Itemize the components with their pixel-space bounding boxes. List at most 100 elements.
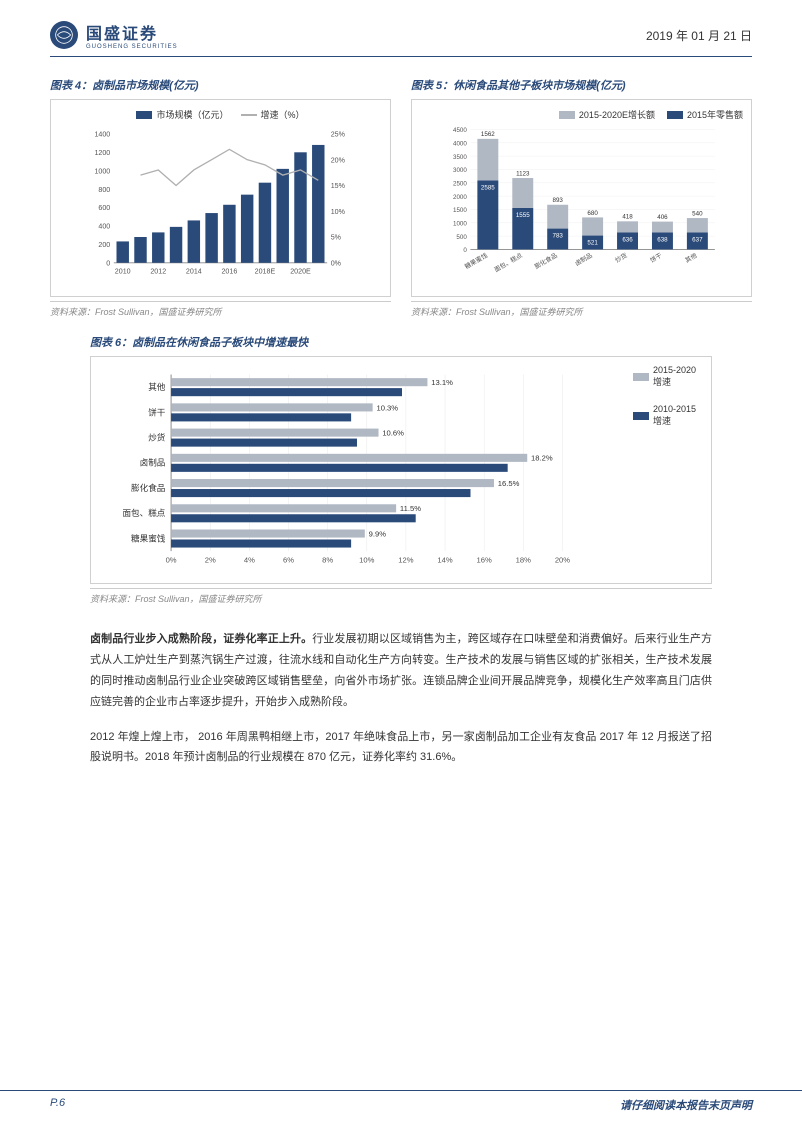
- logo-icon: [50, 21, 78, 49]
- svg-text:15%: 15%: [331, 182, 346, 190]
- svg-text:18%: 18%: [516, 556, 531, 565]
- svg-text:其他: 其他: [148, 381, 166, 392]
- chart4-svg: 0 200 400 600 800 1000 1200 1400 0% 5% 10% 15% 20% 25…: [59, 125, 382, 285]
- svg-text:20%: 20%: [331, 156, 346, 164]
- svg-text:893: 893: [552, 197, 563, 204]
- svg-text:0%: 0%: [331, 259, 342, 267]
- svg-text:10%: 10%: [331, 208, 346, 216]
- svg-text:20%: 20%: [555, 556, 570, 565]
- page-footer: P.6 请仔细阅读本报告末页声明: [0, 1090, 802, 1113]
- svg-text:25%: 25%: [331, 131, 346, 139]
- svg-text:卤制品: 卤制品: [140, 457, 166, 468]
- svg-text:糖果蜜饯: 糖果蜜饯: [463, 251, 489, 270]
- svg-text:2010: 2010: [115, 267, 131, 275]
- svg-text:12%: 12%: [398, 556, 413, 565]
- chart6-svg: 0%2%4%6%8%10%12%14%16%18%20%其他13.1%饼干10.…: [99, 365, 625, 575]
- svg-text:3000: 3000: [453, 167, 467, 174]
- svg-text:2014: 2014: [186, 267, 202, 275]
- svg-text:1555: 1555: [516, 212, 530, 219]
- chart5-svg: 0500100015002000250030003500400045002585…: [420, 125, 743, 285]
- svg-text:4%: 4%: [244, 556, 255, 565]
- report-date: 2019 年 01 月 21 日: [646, 27, 752, 44]
- page-header: 国盛证券 GUOSHENG SECURITIES 2019 年 01 月 21 …: [50, 20, 752, 57]
- svg-text:637: 637: [692, 236, 703, 243]
- svg-text:600: 600: [98, 204, 110, 212]
- svg-text:9.9%: 9.9%: [369, 529, 387, 538]
- svg-text:饼干: 饼干: [148, 406, 166, 417]
- svg-text:10.6%: 10.6%: [382, 428, 404, 437]
- svg-text:2020E: 2020E: [290, 267, 311, 275]
- p2-text: 2012 年煌上煌上市， 2016 年周黑鸭相继上市，2017 年绝味食品上市，…: [90, 727, 712, 769]
- svg-text:糖果蜜饯: 糖果蜜饯: [131, 532, 166, 543]
- svg-text:2018E: 2018E: [255, 267, 276, 275]
- svg-text:16%: 16%: [477, 556, 492, 565]
- chart6-source: 资料来源：Frost Sullivan，国盛证券研究所: [90, 588, 712, 605]
- svg-text:0%: 0%: [166, 556, 177, 565]
- svg-text:2%: 2%: [205, 556, 216, 565]
- page-number: P.6: [50, 1097, 65, 1113]
- svg-text:18.2%: 18.2%: [531, 454, 553, 463]
- svg-text:1200: 1200: [94, 149, 110, 157]
- svg-text:400: 400: [98, 223, 110, 231]
- svg-text:面包、糕点: 面包、糕点: [122, 507, 165, 518]
- svg-text:5%: 5%: [331, 234, 342, 242]
- svg-text:炒货: 炒货: [614, 251, 629, 264]
- svg-text:膨化食品: 膨化食品: [131, 482, 165, 493]
- chart4-title: 图表 4：卤制品市场规模(亿元): [50, 77, 391, 93]
- chart5-title: 图表 5：休闲食品其他子板块市场规模(亿元): [411, 77, 752, 93]
- svg-text:2500: 2500: [453, 180, 467, 187]
- svg-text:13.1%: 13.1%: [431, 378, 453, 387]
- svg-text:饼干: 饼干: [649, 251, 664, 264]
- svg-text:11.5%: 11.5%: [400, 504, 421, 513]
- svg-text:卤制品: 卤制品: [573, 251, 593, 267]
- svg-text:0: 0: [463, 247, 467, 254]
- svg-text:636: 636: [622, 236, 633, 243]
- svg-text:8%: 8%: [322, 556, 333, 565]
- svg-text:3500: 3500: [453, 154, 467, 161]
- svg-text:2585: 2585: [481, 184, 495, 191]
- svg-text:4500: 4500: [453, 127, 467, 134]
- svg-text:800: 800: [98, 186, 110, 194]
- svg-text:500: 500: [456, 234, 467, 241]
- chart5-legend-sales: 2015年零售额: [687, 108, 743, 121]
- svg-text:2016: 2016: [221, 267, 237, 275]
- svg-text:200: 200: [98, 241, 110, 249]
- svg-text:1400: 1400: [94, 131, 110, 139]
- logo: 国盛证券 GUOSHENG SECURITIES: [50, 20, 178, 50]
- svg-text:16.5%: 16.5%: [498, 479, 520, 488]
- svg-text:1123: 1123: [516, 170, 530, 177]
- svg-text:540: 540: [692, 210, 703, 217]
- chart6-box: 0%2%4%6%8%10%12%14%16%18%20%其他13.1%饼干10.…: [90, 356, 712, 584]
- chart5-legend-growth: 2015-2020E增长额: [579, 108, 655, 121]
- svg-text:0: 0: [106, 259, 110, 267]
- svg-text:膨化食品: 膨化食品: [533, 251, 559, 270]
- svg-text:1000: 1000: [453, 220, 467, 227]
- body-text: 卤制品行业步入成熟阶段，证券化率正上升。行业发展初期以区域销售为主，跨区域存在口…: [90, 629, 712, 768]
- svg-text:1000: 1000: [94, 167, 110, 175]
- chart4-source: 资料来源：Frost Sullivan，国盛证券研究所: [50, 301, 391, 318]
- svg-text:418: 418: [622, 214, 633, 221]
- footer-disclaimer: 请仔细阅读本报告末页声明: [620, 1097, 752, 1113]
- svg-text:4000: 4000: [453, 140, 467, 147]
- logo-title: 国盛证券: [86, 20, 178, 44]
- svg-text:10%: 10%: [359, 556, 374, 565]
- svg-text:1500: 1500: [453, 207, 467, 214]
- svg-text:1562: 1562: [481, 131, 495, 138]
- chart5-box: 2015-2020E增长额 2015年零售额 05001000150020002…: [411, 99, 752, 297]
- svg-text:783: 783: [552, 232, 563, 239]
- chart6-title: 图表 6：卤制品在休闲食品子板块中增速最快: [90, 334, 712, 350]
- svg-text:2012: 2012: [150, 267, 166, 275]
- svg-text:638: 638: [657, 236, 668, 243]
- chart4-legend-bar: 市场规模（亿元）: [156, 108, 228, 121]
- chart4-legend-line: 增速（%）: [261, 108, 305, 121]
- svg-text:面包、糕点: 面包、糕点: [493, 251, 524, 273]
- svg-text:其他: 其他: [684, 251, 699, 264]
- svg-text:炒货: 炒货: [148, 431, 166, 442]
- chart6-legend-s1: 2015-2020增速: [653, 365, 703, 388]
- chart5-source: 资料来源：Frost Sullivan，国盛证券研究所: [411, 301, 752, 318]
- svg-text:680: 680: [587, 210, 598, 217]
- logo-subtitle: GUOSHENG SECURITIES: [86, 44, 178, 50]
- chart6-legend-s2: 2010-2015增速: [653, 404, 703, 427]
- p1-bold: 卤制品行业步入成熟阶段，证券化率正上升。: [90, 633, 312, 645]
- svg-text:406: 406: [657, 214, 668, 221]
